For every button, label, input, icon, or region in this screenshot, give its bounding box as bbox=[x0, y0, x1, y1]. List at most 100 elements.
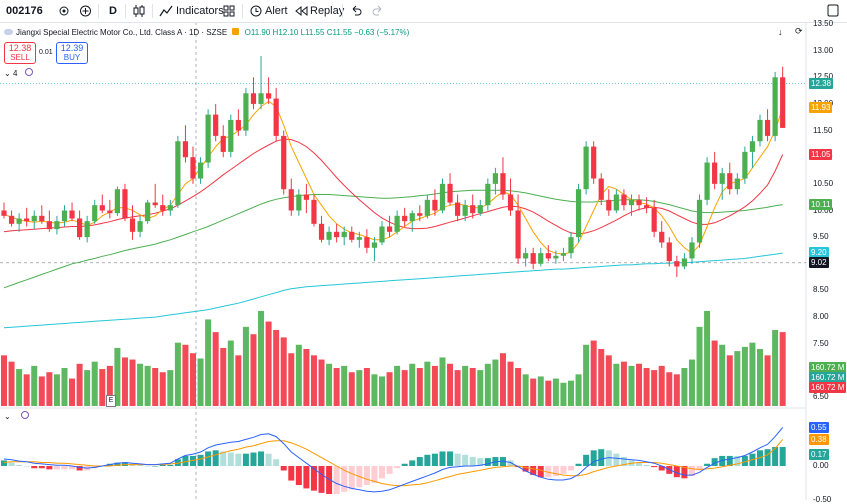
macd-histogram-bar bbox=[757, 450, 763, 466]
volume-bar bbox=[8, 361, 15, 406]
candle-body bbox=[8, 215, 15, 224]
price-tick-label: 8.50 bbox=[813, 285, 829, 295]
sell-button[interactable]: 12.38 SELL bbox=[4, 42, 36, 64]
macd-histogram-bar bbox=[772, 446, 779, 466]
macd-histogram-bar bbox=[295, 466, 302, 486]
compare-add-icon[interactable] bbox=[79, 0, 92, 22]
candle-type-icon[interactable] bbox=[132, 0, 146, 22]
volume-bar bbox=[431, 365, 438, 406]
price-tick-label: 8.00 bbox=[813, 312, 829, 322]
macd-histogram-bar bbox=[235, 453, 242, 466]
volume-bar bbox=[454, 370, 461, 406]
ma-mid-line bbox=[3, 138, 784, 235]
volume-bar bbox=[273, 330, 280, 406]
ohlc-change: −0.63 (−5.17%) bbox=[354, 28, 410, 37]
replay-button[interactable]: Replay bbox=[310, 5, 345, 17]
candle-body bbox=[507, 194, 514, 211]
chevron-down-icon[interactable]: ⌄ bbox=[4, 69, 11, 78]
candle-body bbox=[492, 173, 498, 184]
candle-body bbox=[394, 215, 400, 232]
alert-button[interactable]: Alert bbox=[265, 5, 288, 17]
redo-icon[interactable] bbox=[372, 0, 384, 22]
symbol-search[interactable]: 002176 bbox=[6, 5, 43, 17]
macd-histogram-bar bbox=[227, 452, 234, 466]
volume-bar bbox=[507, 361, 514, 406]
macd-histogram-bar bbox=[484, 458, 491, 466]
price-marker-label: 12.38 bbox=[809, 77, 834, 89]
macd-histogram-bar bbox=[454, 453, 461, 466]
flag-icon[interactable] bbox=[232, 28, 240, 35]
macd-histogram-bar bbox=[696, 466, 703, 471]
volume-bar bbox=[333, 368, 340, 406]
macd-histogram-bar bbox=[212, 450, 219, 466]
macd-histogram-bar bbox=[409, 460, 416, 466]
candle-body bbox=[54, 221, 60, 230]
volume-bar bbox=[537, 376, 544, 406]
candle-body bbox=[167, 205, 173, 211]
undo-icon[interactable] bbox=[350, 0, 362, 22]
candle-body bbox=[696, 199, 703, 243]
volume-bar bbox=[530, 378, 537, 406]
macd-histogram-bar bbox=[394, 466, 401, 469]
macd-pane-toggle[interactable]: ⌄ bbox=[4, 411, 29, 421]
studies-toggle[interactable]: ⌄ 4 bbox=[4, 68, 33, 78]
refresh-icon[interactable]: ⟳ bbox=[795, 26, 803, 36]
earnings-marker[interactable]: E bbox=[106, 395, 116, 407]
indicators-icon[interactable] bbox=[159, 0, 173, 22]
volume-bar bbox=[515, 368, 522, 406]
volume-bar bbox=[484, 363, 491, 406]
chevron-down-icon[interactable]: ⌄ bbox=[4, 412, 11, 421]
macd-histogram-bar bbox=[333, 466, 340, 494]
candle-body bbox=[598, 178, 604, 200]
candle-body bbox=[575, 189, 582, 238]
candle-body bbox=[530, 253, 536, 264]
macd-histogram-bar bbox=[182, 455, 189, 466]
candle-body bbox=[628, 199, 635, 206]
candle-body bbox=[311, 199, 317, 224]
volume-bar bbox=[38, 376, 45, 406]
macd-histogram-bar bbox=[477, 458, 484, 466]
indicators-button[interactable]: Indicators bbox=[176, 5, 224, 17]
candle-body bbox=[364, 237, 370, 248]
volume-bar bbox=[696, 326, 703, 406]
macd-histogram-bar bbox=[711, 458, 718, 466]
symbol-search-icon[interactable] bbox=[58, 0, 70, 22]
candle-body bbox=[288, 189, 294, 211]
macd-histogram-bar bbox=[401, 463, 408, 466]
candle-body bbox=[190, 157, 196, 179]
buy-button[interactable]: 12.39 BUY bbox=[56, 42, 88, 64]
volume-bar bbox=[734, 351, 741, 406]
volume-bar bbox=[749, 342, 756, 406]
macd-histogram-bar bbox=[8, 462, 15, 466]
candle-body bbox=[780, 77, 786, 128]
fullscreen-icon[interactable] bbox=[826, 0, 840, 22]
candle-body bbox=[326, 231, 332, 240]
macd-histogram-bar bbox=[250, 452, 257, 466]
volume-bar bbox=[84, 370, 91, 406]
volume-bar bbox=[31, 365, 38, 406]
macd-histogram-bar bbox=[590, 450, 597, 466]
volume-bar bbox=[106, 365, 113, 406]
candle-body bbox=[145, 202, 151, 222]
alert-clock-icon[interactable] bbox=[249, 0, 263, 22]
templates-grid-icon[interactable] bbox=[223, 0, 235, 22]
volume-bar bbox=[152, 368, 159, 406]
scroll-down-icon[interactable]: ↓ bbox=[778, 27, 783, 37]
macd-histogram-bar bbox=[719, 455, 726, 466]
candle-body bbox=[432, 199, 438, 211]
macd-histogram-bar bbox=[348, 466, 355, 490]
volume-bar bbox=[757, 349, 763, 406]
candle-body bbox=[764, 119, 771, 136]
replay-icon[interactable] bbox=[294, 0, 308, 22]
interval-button[interactable]: D bbox=[109, 5, 117, 17]
volume-bar bbox=[280, 337, 287, 406]
candle-body bbox=[681, 258, 687, 267]
volume-bar bbox=[1, 355, 7, 406]
macd-histogram-bar bbox=[371, 466, 378, 483]
price-marker-label: 10.11 bbox=[809, 198, 833, 210]
volume-bar bbox=[348, 372, 355, 406]
macd-histogram-bar bbox=[46, 466, 53, 470]
volume-bar bbox=[159, 372, 166, 406]
candle-body bbox=[727, 173, 733, 190]
